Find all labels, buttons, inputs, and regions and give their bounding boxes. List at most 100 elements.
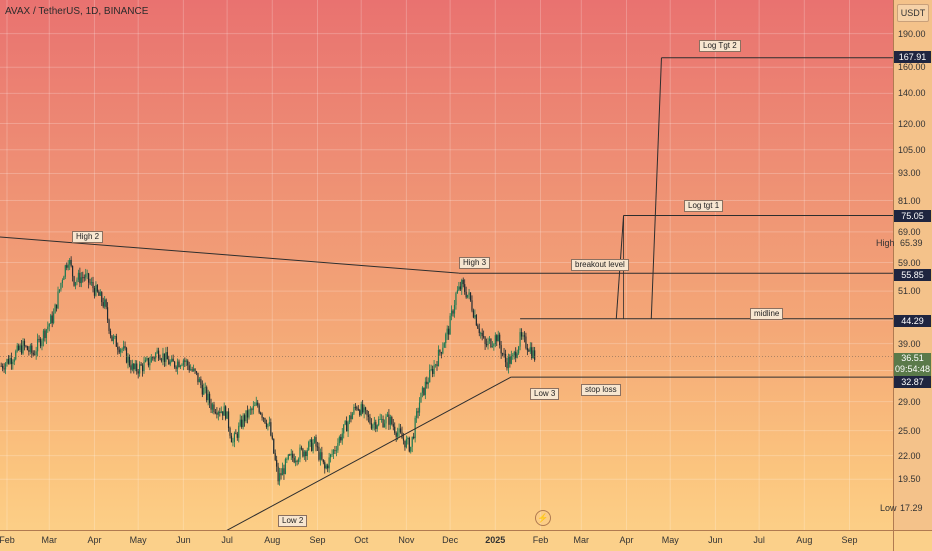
time-axis[interactable] (0, 530, 893, 551)
candle-body (499, 334, 501, 346)
candle-body (318, 446, 320, 460)
candle-body (296, 460, 298, 462)
candle-body (60, 283, 62, 290)
candle-body (143, 362, 145, 372)
candle-body (44, 330, 46, 339)
candle-body (111, 335, 113, 341)
candle-body (376, 425, 378, 429)
candle-body (54, 304, 56, 314)
candle-body (225, 406, 227, 419)
candle-body (483, 336, 485, 338)
candle-body (382, 419, 384, 428)
x-tick-label: Aug (264, 535, 281, 545)
annotation-midline[interactable]: midline (750, 308, 784, 320)
price-axis[interactable] (893, 0, 932, 530)
candle-body (168, 359, 170, 365)
candle-body (82, 277, 84, 279)
x-tick-label: Sep (309, 535, 326, 545)
candle-body (433, 365, 435, 374)
candle-body (490, 338, 492, 348)
candle-body (503, 353, 505, 355)
bolt-icon[interactable]: ⚡ (535, 510, 551, 526)
y-tick-label: 51.00 (898, 286, 921, 297)
candle-body (289, 454, 291, 456)
candle-body (458, 286, 460, 291)
candle-body (286, 459, 288, 460)
y-tick-label: 81.00 (898, 195, 921, 206)
candle-body (63, 276, 65, 281)
candle-body (474, 315, 476, 318)
candle-body (443, 343, 445, 348)
annotation-low-2[interactable]: Low 2 (278, 515, 308, 527)
candle-body (402, 438, 405, 441)
candle-body (191, 369, 193, 371)
candle-body (506, 362, 508, 369)
candle-body (108, 319, 110, 331)
candle-body (260, 412, 262, 415)
candle-body (233, 433, 235, 442)
candle-body (216, 412, 218, 415)
candle-body (394, 426, 396, 433)
candle-body (472, 310, 475, 318)
candle-body (334, 450, 336, 451)
candle-body (364, 407, 367, 411)
candle-body (73, 276, 75, 286)
candle-body (369, 416, 371, 424)
candle-body (257, 402, 259, 406)
candle-body (500, 345, 502, 354)
candle-body (276, 459, 278, 467)
candle-body (127, 356, 129, 363)
candle-body (273, 438, 275, 454)
candle-body (534, 350, 536, 360)
candle-body (408, 437, 410, 452)
candle-body (95, 285, 97, 296)
candle-body (258, 405, 260, 413)
candle-body (96, 285, 98, 292)
candle-body (432, 369, 434, 374)
candle-body (34, 354, 36, 356)
annotation-high-3[interactable]: High 3 (459, 257, 491, 269)
candle-body (398, 428, 400, 433)
candle-body (210, 403, 212, 410)
candle-body (478, 328, 480, 334)
candle-body (351, 413, 354, 420)
y-tick-label: 160.00 (898, 62, 926, 73)
candle-body (283, 468, 285, 474)
candle-body (150, 357, 152, 363)
y-tick-label: 25.00 (898, 425, 921, 436)
candle-body (6, 359, 8, 364)
candle-body (37, 338, 39, 352)
candle-body (249, 409, 252, 411)
x-tick-label: Feb (532, 535, 549, 545)
annotation-log-tgt-1[interactable]: Log tgt 1 (684, 200, 724, 212)
currency-unit-button[interactable]: USDT (897, 4, 929, 22)
annotation-breakout-level[interactable]: breakout level (571, 259, 629, 271)
y-tick-label: 22.00 (898, 450, 921, 461)
chart-plot-area[interactable] (0, 0, 893, 530)
candle-body (13, 359, 15, 362)
candle-body (346, 421, 348, 432)
x-tick-label: Jun (708, 535, 723, 545)
candle-body (85, 274, 87, 278)
candle-body (450, 310, 453, 316)
candle-body (137, 371, 139, 374)
candle-body (235, 433, 237, 435)
candle-body (98, 291, 100, 296)
candle-body (388, 414, 390, 425)
annotation-high-2[interactable]: High 2 (72, 231, 104, 243)
candle-body (70, 259, 72, 266)
candle-body (515, 351, 517, 358)
candle-body (89, 282, 91, 284)
candle-body (353, 406, 355, 414)
candle-body (430, 369, 432, 370)
candle-body (427, 382, 429, 385)
annotation-stop-loss[interactable]: stop loss (581, 384, 621, 396)
annotation-log-tgt-2[interactable]: Log Tgt 2 (699, 40, 741, 52)
candle-body (423, 387, 425, 395)
candle-body (163, 353, 166, 362)
annotation-low-3[interactable]: Low 3 (530, 388, 560, 400)
candle-body (241, 419, 243, 428)
candle-body (299, 447, 301, 460)
candle-body (9, 358, 11, 364)
